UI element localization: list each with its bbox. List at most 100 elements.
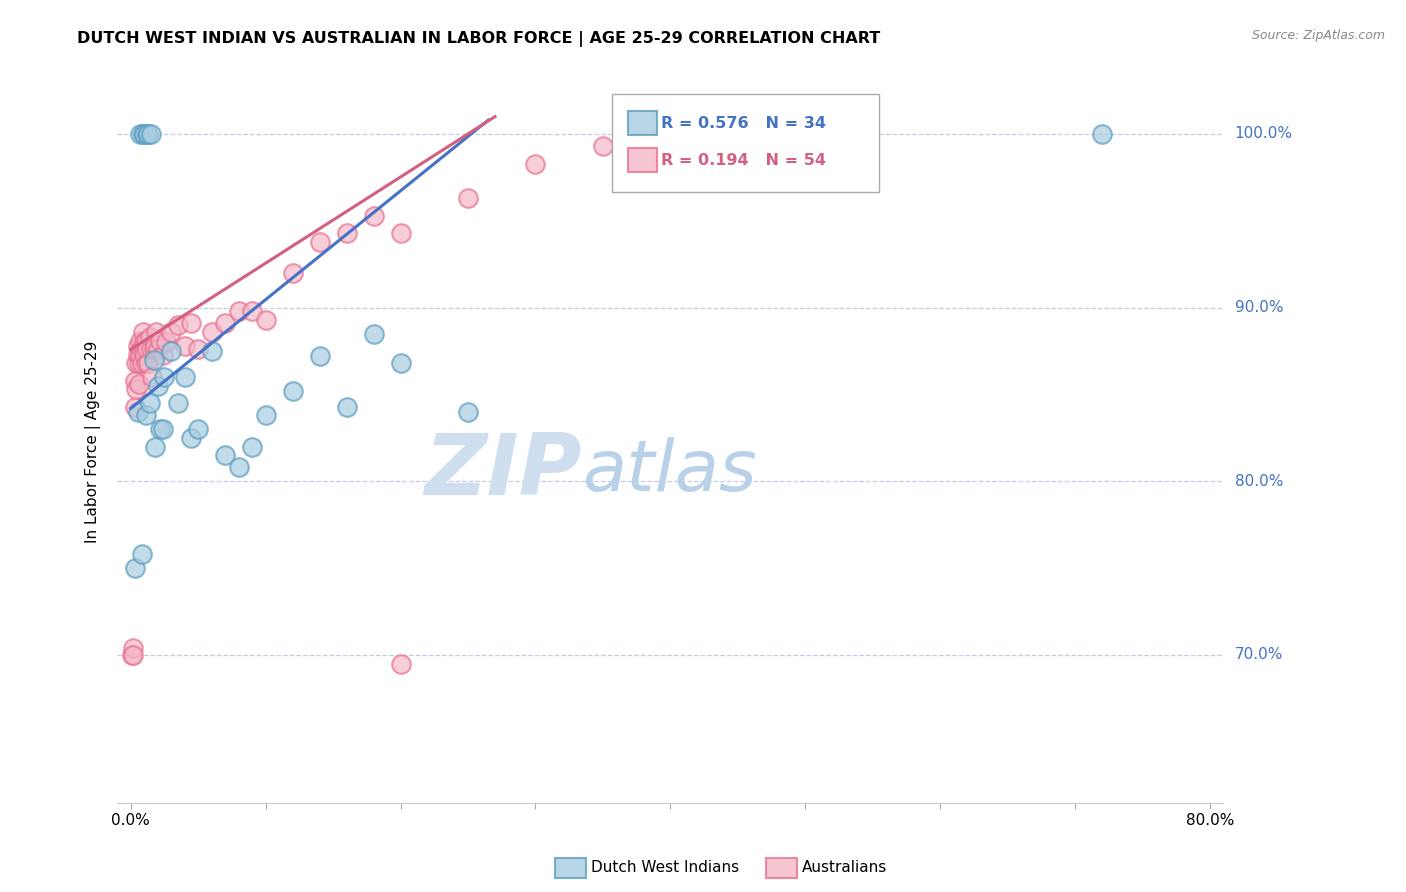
Point xyxy=(124,374,146,388)
Point xyxy=(281,384,304,398)
Point xyxy=(457,191,479,205)
Point xyxy=(173,370,195,384)
Point xyxy=(180,316,202,330)
Point xyxy=(149,334,172,348)
Point xyxy=(142,352,165,367)
Point xyxy=(167,396,190,410)
Point xyxy=(240,440,263,454)
Point xyxy=(336,400,359,414)
Point xyxy=(389,657,412,671)
Point xyxy=(228,460,250,475)
Point xyxy=(152,422,174,436)
Point xyxy=(146,343,169,357)
Point xyxy=(131,343,153,357)
Point xyxy=(135,334,157,348)
Point xyxy=(135,356,157,370)
Point xyxy=(122,640,145,655)
Point xyxy=(121,648,143,662)
Point xyxy=(167,318,190,332)
Point xyxy=(187,343,209,357)
Point xyxy=(134,127,156,141)
Point xyxy=(143,440,166,454)
Point xyxy=(240,304,263,318)
Point xyxy=(214,316,236,330)
Point xyxy=(160,325,183,339)
Text: 100.0%: 100.0% xyxy=(1234,127,1292,142)
Point xyxy=(794,127,817,141)
Point xyxy=(122,648,145,662)
Text: 90.0%: 90.0% xyxy=(1234,300,1284,315)
Point xyxy=(308,235,330,249)
Point xyxy=(214,448,236,462)
Point xyxy=(142,343,165,357)
Point xyxy=(134,347,156,361)
Point xyxy=(132,339,155,353)
Point xyxy=(152,347,174,361)
Point xyxy=(124,400,146,414)
Point xyxy=(136,127,159,141)
Point xyxy=(201,325,224,339)
Point xyxy=(524,156,547,170)
Point xyxy=(127,405,149,419)
Point xyxy=(363,209,385,223)
Text: 70.0%: 70.0% xyxy=(1234,648,1282,663)
Point xyxy=(180,431,202,445)
Point xyxy=(138,330,160,344)
Point xyxy=(139,127,162,141)
Text: Source: ZipAtlas.com: Source: ZipAtlas.com xyxy=(1251,29,1385,42)
Text: R = 0.194   N = 54: R = 0.194 N = 54 xyxy=(661,153,825,168)
Point xyxy=(160,344,183,359)
Point xyxy=(155,335,177,350)
Point xyxy=(336,226,359,240)
Point xyxy=(308,349,330,363)
Point xyxy=(149,422,172,436)
Point xyxy=(128,356,150,370)
Point xyxy=(201,344,224,359)
Text: 80.0%: 80.0% xyxy=(1234,474,1282,489)
Point xyxy=(1091,127,1114,141)
Text: Dutch West Indians: Dutch West Indians xyxy=(591,860,738,874)
Point xyxy=(129,127,152,141)
Point xyxy=(136,356,159,370)
Point xyxy=(389,226,412,240)
Text: R = 0.576   N = 34: R = 0.576 N = 34 xyxy=(661,116,825,130)
Text: DUTCH WEST INDIAN VS AUSTRALIAN IN LABOR FORCE | AGE 25-29 CORRELATION CHART: DUTCH WEST INDIAN VS AUSTRALIAN IN LABOR… xyxy=(77,31,880,47)
Point xyxy=(592,139,614,153)
Point xyxy=(143,339,166,353)
Point xyxy=(228,304,250,318)
Point xyxy=(129,334,152,348)
Point xyxy=(254,313,277,327)
Point xyxy=(281,266,304,280)
Point xyxy=(138,396,160,410)
Point xyxy=(659,127,682,141)
Point xyxy=(141,370,163,384)
Point xyxy=(125,382,148,396)
Point xyxy=(128,377,150,392)
Point xyxy=(254,409,277,423)
Point xyxy=(127,339,149,353)
Text: Australians: Australians xyxy=(801,860,887,874)
Point xyxy=(127,347,149,361)
Point xyxy=(125,356,148,370)
Point xyxy=(457,405,479,419)
Point xyxy=(187,422,209,436)
Point xyxy=(135,409,157,423)
Point xyxy=(131,547,153,561)
Point xyxy=(124,561,146,575)
Point xyxy=(131,356,153,370)
Point xyxy=(136,343,159,357)
Point xyxy=(146,378,169,392)
Point xyxy=(136,127,159,141)
Point xyxy=(145,325,167,339)
Point xyxy=(132,325,155,339)
Text: atlas: atlas xyxy=(582,436,756,506)
Point xyxy=(129,347,152,361)
Point xyxy=(139,343,162,357)
Point xyxy=(132,127,155,141)
Point xyxy=(389,356,412,370)
Point xyxy=(153,370,176,384)
Point xyxy=(363,326,385,341)
Point xyxy=(134,335,156,350)
Y-axis label: In Labor Force | Age 25-29: In Labor Force | Age 25-29 xyxy=(86,341,101,543)
Point xyxy=(173,339,195,353)
